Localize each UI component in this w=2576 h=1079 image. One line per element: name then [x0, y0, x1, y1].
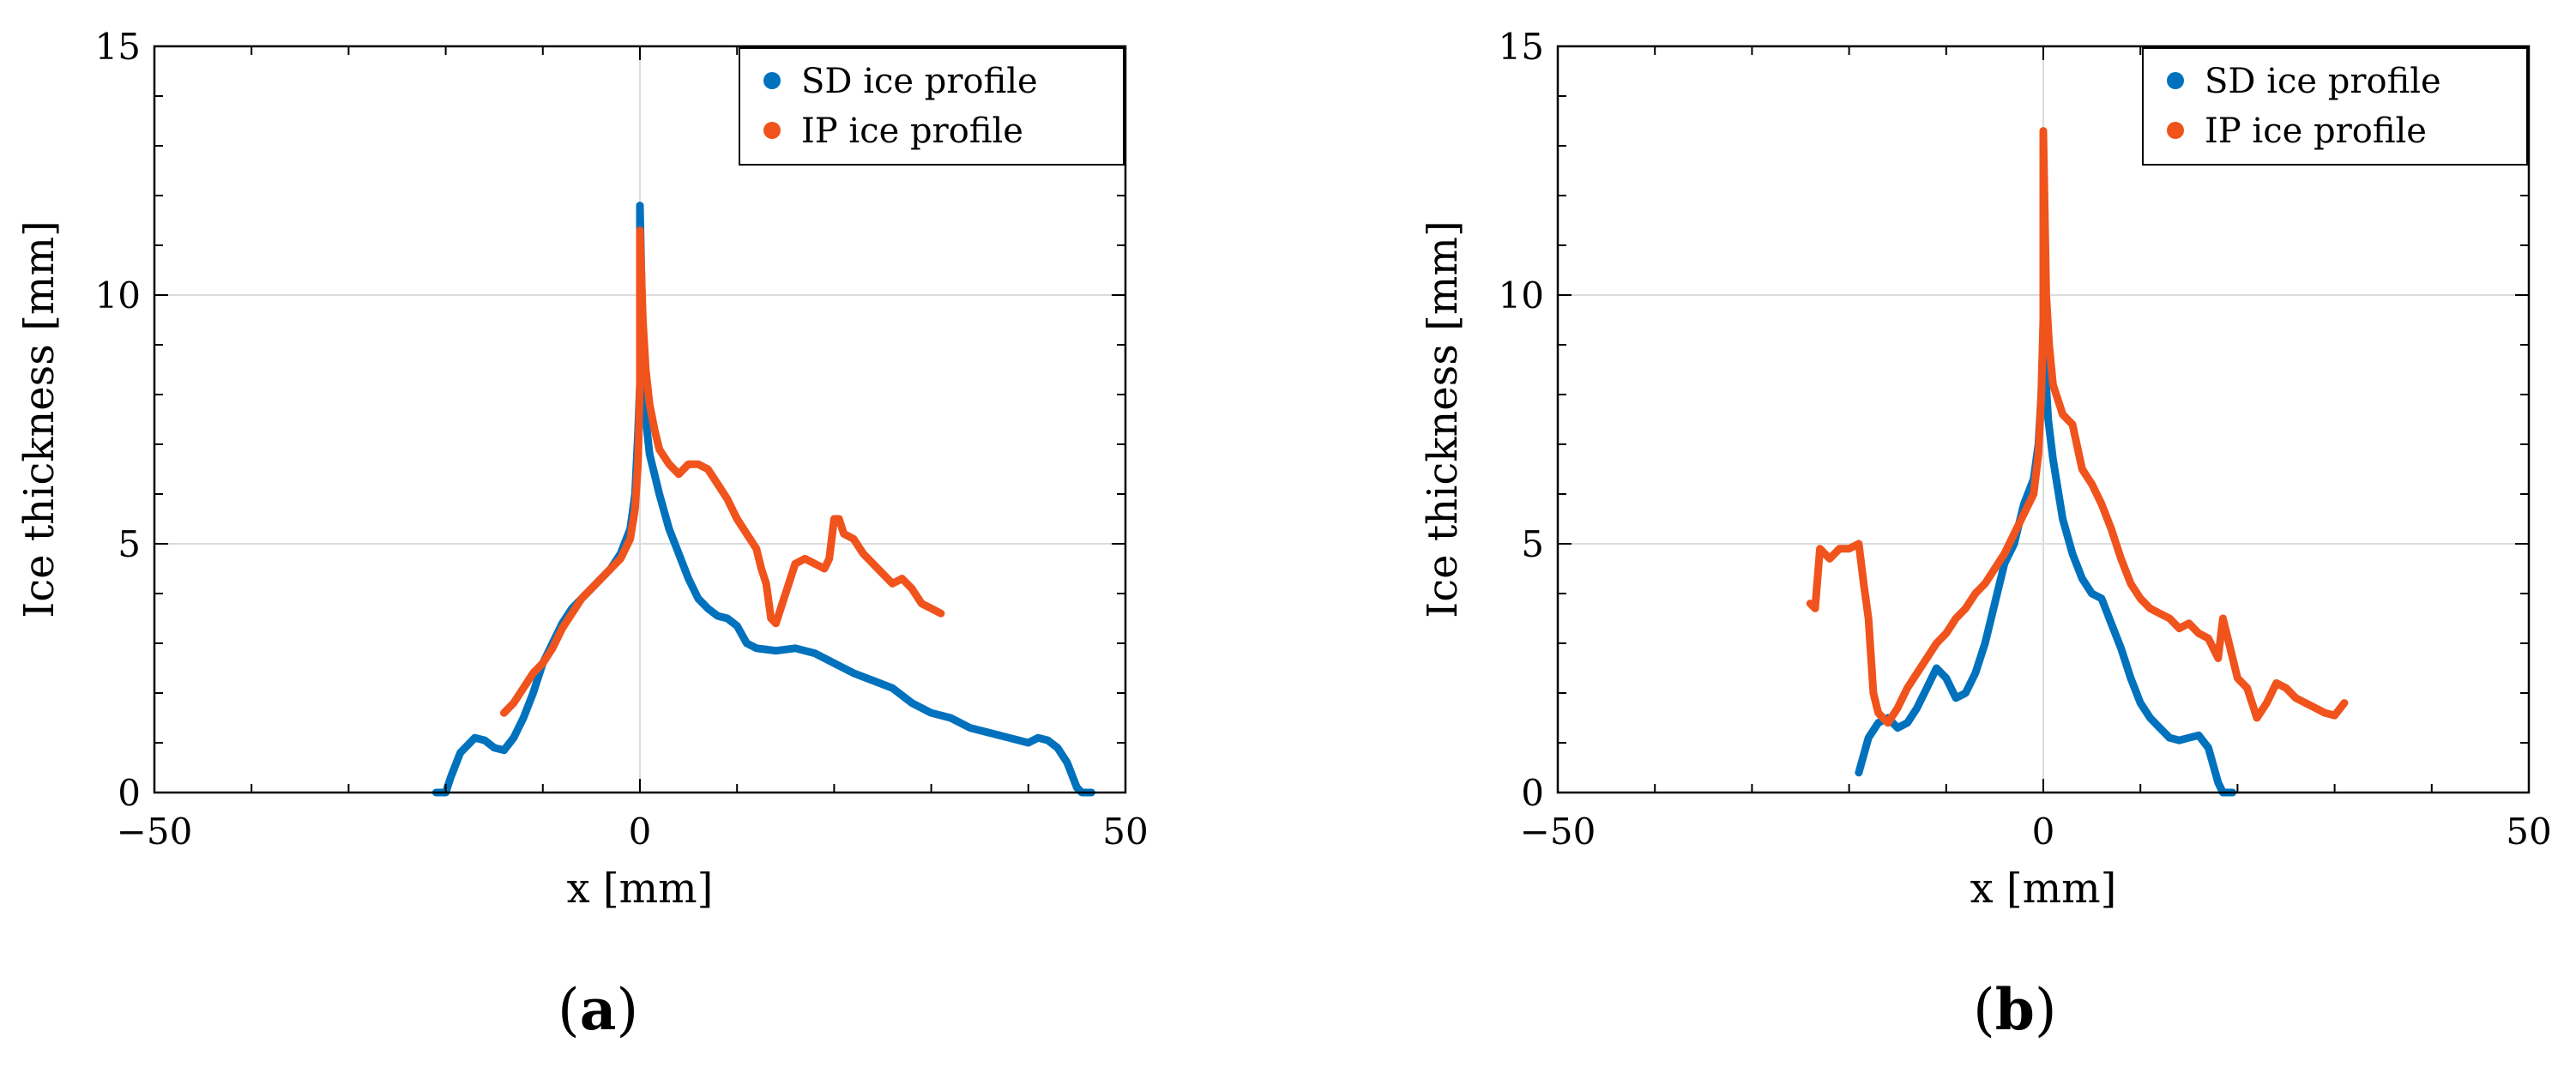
panel-b-legend-label-sd: SD ice profile — [2205, 62, 2441, 101]
panel-b-x-tick-label: 0 — [2032, 811, 2055, 853]
panel-a-y-tick-label: 10 — [95, 274, 141, 316]
panel-a-series-sd-line — [431, 202, 1095, 797]
panel-b-x-tick-label: −50 — [1520, 811, 1596, 853]
panel-a-series-ip-line — [500, 226, 945, 717]
panel-a-y-tick-label: 15 — [95, 26, 141, 68]
panel-a-y-axis-label: Ice thickness [mm] — [15, 220, 63, 618]
panel-a-legend-marker-ip — [763, 122, 781, 139]
panel-b-legend-box — [2142, 47, 2528, 166]
panel-b-legend: SD ice profile IP ice profile — [2142, 47, 2528, 166]
panel-b-label: (b) — [1973, 976, 2057, 1043]
panel-a-legend-label-ip: IP ice profile — [801, 112, 1023, 151]
panel-a-legend-box — [739, 47, 1125, 166]
panel-a-legend: SD ice profile IP ice profile — [739, 47, 1125, 166]
panel-b-y-tick-label: 5 — [1521, 523, 1544, 565]
panel-a-x-axis-label: x [mm] — [567, 865, 714, 913]
panel-b-x-tick-label: 50 — [2506, 811, 2551, 853]
panel-a-x-tick-label: −50 — [117, 811, 193, 853]
panel-b-y-tick-label: 0 — [1521, 772, 1544, 814]
panel-b-y-tick-label: 10 — [1499, 274, 1544, 316]
panel-a-legend-label-sd: SD ice profile — [801, 62, 1038, 101]
panel-b-y-axis-label: Ice thickness [mm] — [1419, 220, 1467, 618]
panel-b-legend-label-ip: IP ice profile — [2205, 112, 2427, 151]
panel-a-y-tick-label: 0 — [118, 772, 141, 814]
panel-b-y-tick-label: 15 — [1499, 26, 1544, 68]
panel-a-legend-marker-sd — [763, 72, 781, 89]
panel-a-letter: a — [579, 976, 617, 1043]
panel-b-legend-marker-sd — [2167, 72, 2184, 89]
panel-b-series-ip-line — [1806, 127, 2349, 727]
panel-b-letter: b — [1994, 976, 2035, 1043]
panel-a-x-tick-label: 50 — [1102, 811, 1148, 853]
panel-a-y-tick-label: 5 — [118, 523, 141, 565]
panel-a-label: (a) — [558, 976, 639, 1043]
panel-a-x-tick-label: 0 — [629, 811, 652, 853]
panel-b-x-axis-label: x [mm] — [1970, 865, 2117, 913]
panel-b-legend-marker-ip — [2167, 122, 2184, 139]
